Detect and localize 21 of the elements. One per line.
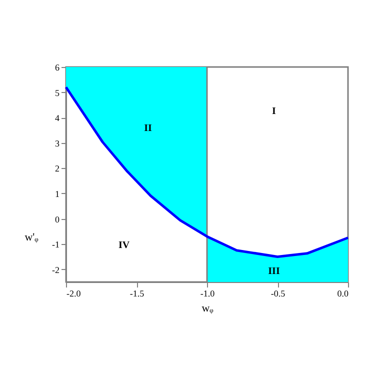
- annotation: III: [268, 266, 280, 277]
- x-tick-label: -2.0: [66, 288, 82, 298]
- y-tick-label: 0: [55, 214, 60, 224]
- y-axis-title: w'ᵩ: [24, 232, 39, 244]
- y-tick-label: 5: [55, 88, 60, 98]
- annotation: II: [144, 123, 152, 134]
- y-tick-label: 6: [55, 62, 60, 72]
- x-tick-label: -1.5: [130, 288, 145, 298]
- y-tick-label: 4: [55, 113, 60, 124]
- y-tick-label: 2: [55, 164, 60, 174]
- annotation: IV: [118, 240, 130, 251]
- y-tick-label: 1: [55, 188, 60, 199]
- x-axis-title: wᵩ: [202, 302, 214, 314]
- line-series: [64, 86, 350, 258]
- y-tick-label: 3: [55, 138, 60, 148]
- x-tick-label: -1.0: [200, 288, 216, 298]
- x-tick-label: -0.5: [270, 288, 286, 298]
- y-tick-label: -2: [52, 264, 60, 275]
- y-tick-label: -1: [52, 240, 60, 250]
- x-tick-label: 0.0: [337, 288, 349, 298]
- annotation: I: [272, 106, 276, 117]
